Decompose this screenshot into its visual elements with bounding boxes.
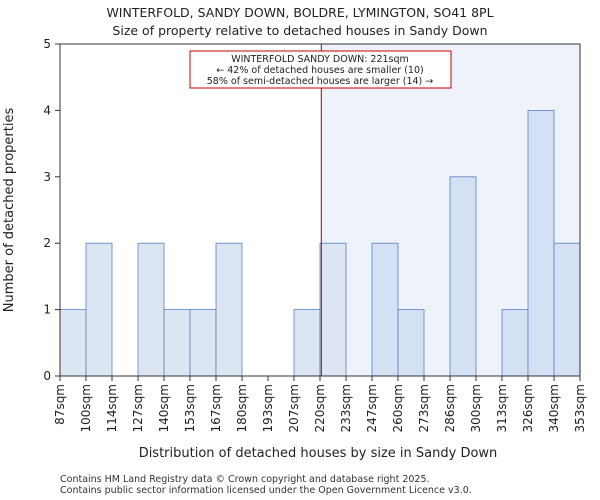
bar-313sqm (501, 309, 529, 377)
x-tick-label-193sqm: 193sqm (261, 384, 275, 432)
x-tick-label-140sqm: 140sqm (157, 384, 171, 432)
x-tick-label-247sqm: 247sqm (365, 384, 379, 432)
x-tick-label-326sqm: 326sqm (521, 384, 535, 432)
chart-title: WINTERFOLD, SANDY DOWN, BOLDRE, LYMINGTO… (106, 5, 493, 20)
bar-326sqm (527, 110, 555, 377)
y-tick-label-4: 4 (43, 103, 51, 117)
bars-group (59, 110, 581, 377)
x-tick-label-167sqm: 167sqm (209, 384, 223, 432)
x-tick-label-100sqm: 100sqm (79, 384, 93, 432)
x-tick-label-127sqm: 127sqm (131, 384, 145, 432)
annotation-line-3: 58% of semi-detached houses are larger (… (207, 76, 434, 87)
y-tick-label-5: 5 (43, 37, 51, 51)
y-tick-label-3: 3 (43, 170, 51, 184)
x-tick-label-233sqm: 233sqm (339, 384, 353, 432)
y-tick-label-0: 0 (43, 369, 51, 383)
x-tick-label-286sqm: 286sqm (443, 384, 457, 432)
bar-87sqm (59, 309, 87, 377)
annotation-line-1: WINTERFOLD SANDY DOWN: 221sqm (231, 54, 409, 65)
bar-247sqm (371, 242, 399, 377)
annotation-box: WINTERFOLD SANDY DOWN: 221sqm ← 42% of d… (189, 50, 452, 89)
y-tick-label-2: 2 (43, 236, 51, 250)
x-axis: 87sqm 100sqm 114sqm 127sqm 140sqm 153sqm 167sq… (53, 376, 587, 432)
footer-line-2: Contains public sector information licen… (60, 485, 472, 496)
bar-140sqm (163, 309, 191, 377)
annotation-border (189, 50, 452, 89)
bar-340sqm (553, 242, 581, 377)
x-tick-label-300sqm: 300sqm (469, 384, 483, 432)
x-tick-label-220sqm: 220sqm (313, 384, 327, 432)
x-tick-label-273sqm: 273sqm (417, 384, 431, 432)
y-axis: 0 1 2 3 4 5 (43, 37, 60, 383)
bar-153sqm (189, 309, 217, 377)
x-tick-label-180sqm: 180sqm (235, 384, 249, 432)
x-axis-label: Distribution of detached houses by size … (139, 446, 498, 461)
footer-line-1: Contains HM Land Registry data © Crown c… (60, 474, 430, 485)
x-tick-label-87sqm: 87sqm (53, 384, 67, 425)
bar-167sqm (215, 242, 243, 377)
x-tick-label-313sqm: 313sqm (495, 384, 509, 432)
bar-207sqm (293, 309, 321, 377)
annotation-line-2: ← 42% of detached houses are smaller (10… (216, 65, 423, 76)
bar-286sqm (449, 176, 477, 377)
x-tick-label-114sqm: 114sqm (105, 384, 119, 432)
bar-260sqm (397, 309, 425, 377)
x-tick-label-340sqm: 340sqm (547, 384, 561, 432)
y-axis-label: Number of detached properties (2, 108, 17, 313)
x-tick-label-207sqm: 207sqm (287, 384, 301, 432)
bar-127sqm (137, 242, 165, 377)
chart-subtitle: Size of property relative to detached ho… (112, 23, 487, 38)
x-tick-label-353sqm: 353sqm (573, 384, 587, 432)
bar-100sqm (85, 242, 113, 377)
x-tick-label-260sqm: 260sqm (391, 384, 405, 432)
x-tick-label-153sqm: 153sqm (183, 384, 197, 432)
bar-220sqm (319, 242, 347, 377)
y-tick-label-1: 1 (43, 303, 51, 317)
